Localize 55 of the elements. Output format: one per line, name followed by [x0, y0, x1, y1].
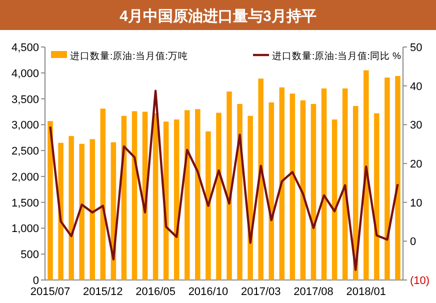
chart-title: 4月中国原油进口量与3月持平	[120, 8, 316, 25]
y2-tick-label: 20	[410, 158, 422, 170]
bar	[58, 142, 64, 280]
bar	[48, 121, 53, 280]
y2-tick-label: 0	[410, 236, 416, 248]
legend-label: 进口数量:原油:当月值:万吨	[70, 50, 188, 62]
bar	[258, 78, 264, 280]
bar	[321, 88, 327, 280]
bar	[195, 109, 200, 280]
bar	[279, 87, 285, 280]
bar	[68, 136, 74, 280]
x-tick-label: 2015/07	[30, 286, 70, 298]
y2-tick-label: 30	[410, 120, 422, 132]
x-tick-label: 2015/12	[83, 286, 123, 298]
x-tick-label: 2016/10	[188, 286, 228, 298]
y-tick-label: 0	[32, 275, 39, 287]
bar	[216, 112, 222, 280]
line-series	[49, 90, 399, 272]
bar	[132, 111, 138, 280]
bar	[90, 139, 96, 280]
bar	[374, 113, 380, 280]
y-tick-label: 3,500	[11, 94, 39, 106]
bar	[300, 100, 306, 280]
x-tick-label: 2018/01	[346, 286, 386, 298]
y2-tick-label: (10)	[410, 275, 430, 287]
y-tick-label: 4,000	[11, 68, 39, 80]
bar	[152, 113, 158, 280]
bar	[206, 131, 211, 280]
bar	[332, 119, 338, 280]
y-tick-label: 1,000	[11, 223, 39, 236]
bar	[395, 76, 400, 280]
x-tick-label: 2017/03	[240, 286, 281, 298]
bar	[174, 119, 180, 280]
bar	[226, 92, 232, 280]
y-tick-label: 2,500	[11, 146, 39, 158]
bar	[100, 108, 106, 280]
bar	[79, 144, 84, 280]
x-tick-label: 2016/05	[136, 286, 176, 298]
y2-tick-label: 40	[410, 80, 422, 93]
y2-tick-label: 50	[410, 42, 422, 54]
bar	[290, 94, 296, 280]
legend-label: 进口数量:原油:当月值:同比 %	[272, 50, 402, 62]
y-tick-label: 1,500	[11, 197, 39, 210]
y2-tick-label: 10	[410, 197, 422, 210]
y-tick-label: 3,000	[11, 120, 39, 132]
bar	[310, 104, 316, 280]
y-tick-label: 4,500	[11, 42, 39, 54]
x-tick-label: 2017/08	[294, 286, 334, 298]
bar	[237, 104, 242, 280]
bar	[384, 78, 390, 280]
y-tick-label: 2,000	[11, 171, 39, 184]
bar	[364, 70, 369, 280]
y-tick-label: 500	[20, 249, 39, 262]
bar	[184, 110, 190, 280]
bar	[268, 102, 274, 280]
